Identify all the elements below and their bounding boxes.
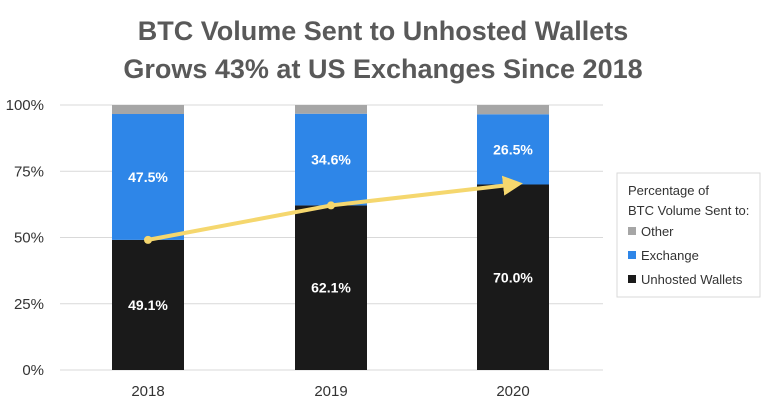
bar-segment-unhosted-wallets-2020: [477, 184, 549, 370]
legend-swatch-exchange: [628, 251, 636, 259]
legend-title-line-1: Percentage of: [628, 183, 709, 198]
bar-segment-other-2019: [295, 105, 367, 114]
legend-item-label: Unhosted Wallets: [641, 272, 743, 287]
y-tick-label: 75%: [14, 163, 44, 180]
trend-arrow: [144, 175, 523, 244]
x-tick-label: 2019: [314, 383, 347, 400]
data-label: 49.1%: [128, 297, 168, 313]
legend-box: [616, 172, 761, 298]
data-label: 62.1%: [311, 280, 351, 296]
data-label: 34.6%: [311, 152, 351, 168]
chart-title-line-1: BTC Volume Sent to Unhosted Wallets: [138, 16, 629, 46]
bar-segment-other-2018: [112, 105, 184, 115]
legend-swatch-other: [628, 227, 636, 235]
legend-swatch-unhosted-wallets: [628, 275, 636, 283]
y-tick-label: 100%: [6, 97, 44, 114]
y-tick-label: 25%: [14, 296, 44, 313]
x-tick-label: 2018: [131, 383, 164, 400]
bar-segment-exchange-2020: [477, 114, 549, 185]
y-tick-label: 50%: [14, 230, 44, 247]
bars: [112, 105, 549, 370]
chart-title-line-2: Grows 43% at US Exchanges Since 2018: [123, 54, 642, 84]
trend-point: [144, 235, 152, 244]
legend-title-line-2: BTC Volume Sent to:: [628, 203, 749, 218]
y-tick-label: 0%: [22, 362, 44, 379]
bar-segment-unhosted-wallets-2019: [295, 205, 367, 370]
x-tick-label: 2020: [496, 383, 529, 400]
x-axis-ticks: 2018 2019 2020: [131, 383, 529, 400]
bar-segment-exchange-2019: [295, 113, 367, 206]
legend-item-label: Exchange: [641, 248, 699, 263]
trend-point: [327, 201, 335, 210]
bar-segment-other-2020: [477, 105, 549, 115]
bar-segment-unhosted-wallets-2018: [112, 239, 184, 370]
legend-item-label: Other: [641, 224, 674, 239]
legend: Percentage of BTC Volume Sent to: Other E…: [616, 172, 761, 298]
bar-segment-exchange-2018: [112, 114, 184, 240]
data-label: 47.5%: [128, 169, 168, 185]
y-axis-ticks: 0% 25% 50% 75% 100%: [6, 97, 44, 379]
data-label: 70.0%: [493, 269, 533, 285]
data-label: 26.5%: [493, 141, 533, 157]
data-labels: 49.1% 47.5% 62.1% 34.6% 70.0% 26.5%: [128, 141, 533, 313]
